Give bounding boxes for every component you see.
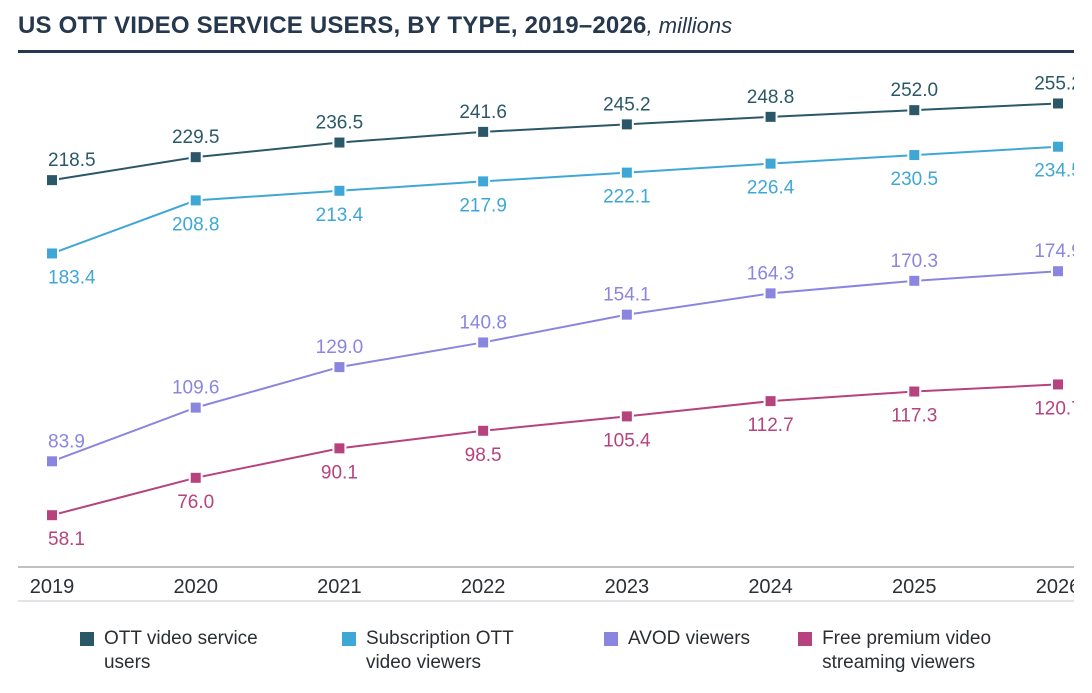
- series-marker-avod: [1052, 265, 1064, 277]
- series-value-label-ott: 236.5: [316, 113, 364, 134]
- line-chart: 2019 2020 2021 2022 2023 2024 2025 2026 218.5 229…: [18, 53, 1074, 613]
- x-tick-label: 2024: [748, 576, 793, 598]
- chart-title-sub: , millions: [647, 13, 733, 38]
- series-value-label-free: 90.1: [321, 462, 358, 483]
- series-marker-free: [908, 386, 920, 398]
- legend-swatch: [342, 632, 356, 646]
- series-marker-sub: [1052, 141, 1064, 153]
- series-marker-ott: [477, 126, 489, 138]
- series-marker-sub: [333, 185, 345, 197]
- series-value-label-ott: 241.6: [459, 102, 507, 123]
- series-marker-avod: [908, 275, 920, 287]
- x-tick-label: 2025: [892, 576, 937, 598]
- legend-item: Free premium video streaming viewers: [798, 627, 1012, 675]
- series-marker-sub: [190, 194, 202, 206]
- legend-swatch: [798, 632, 812, 646]
- series-marker-avod: [477, 336, 489, 348]
- chart-title-bar: US OTT VIDEO SERVICE USERS, BY TYPE, 201…: [18, 12, 1074, 53]
- series-value-label-avod: 129.0: [316, 337, 364, 358]
- series-marker-free: [333, 442, 345, 454]
- series-marker-sub: [46, 247, 58, 259]
- series-marker-sub: [477, 175, 489, 187]
- legend-swatch: [604, 632, 618, 646]
- series-line-avod: [52, 271, 1058, 461]
- series-value-label-free: 58.1: [48, 529, 85, 550]
- series-marker-avod: [765, 287, 777, 299]
- series-marker-free: [765, 395, 777, 407]
- series-marker-free: [477, 425, 489, 437]
- series-marker-ott: [621, 118, 633, 130]
- series-value-label-free: 117.3: [891, 406, 937, 427]
- series-value-label-sub: 230.5: [891, 169, 939, 190]
- legend-item: AVOD viewers: [604, 627, 750, 651]
- series-value-label-avod: 164.3: [747, 263, 795, 284]
- x-tick-label: 2026: [1036, 576, 1074, 598]
- series-value-label-ott: 248.8: [747, 87, 795, 108]
- series-value-label-avod: 83.9: [48, 431, 85, 452]
- series-value-label-free: 98.5: [465, 445, 502, 466]
- legend-item: OTT video service users: [80, 627, 294, 675]
- x-tick-label: 2019: [30, 576, 75, 598]
- series-value-label-avod: 140.8: [459, 312, 507, 333]
- series-value-label-ott: 245.2: [603, 94, 651, 115]
- x-tick-label: 2021: [317, 576, 362, 598]
- series-marker-avod: [190, 402, 202, 414]
- series-marker-avod: [46, 455, 58, 467]
- series-marker-free: [1052, 378, 1064, 390]
- series-marker-avod: [621, 309, 633, 321]
- series-value-label-avod: 174.9: [1034, 241, 1074, 262]
- x-tick-label: 2022: [461, 576, 506, 598]
- series-marker-free: [621, 410, 633, 422]
- series-value-label-ott: 255.2: [1034, 73, 1074, 94]
- legend-label: Subscription OTT video viewers: [366, 627, 556, 675]
- series-value-label-avod: 154.1: [603, 285, 651, 306]
- legend-swatch: [80, 632, 94, 646]
- series-marker-sub: [765, 158, 777, 170]
- series-value-label-avod: 109.6: [172, 378, 220, 399]
- series-value-label-sub: 217.9: [459, 195, 507, 216]
- series-value-label-sub: 183.4: [48, 267, 96, 288]
- series-value-label-sub: 222.1: [603, 187, 651, 208]
- series-value-label-ott: 229.5: [172, 127, 220, 148]
- series-marker-ott: [333, 137, 345, 149]
- series-value-label-free: 105.4: [603, 430, 651, 451]
- legend: OTT video service users Subscription OTT …: [18, 613, 1074, 675]
- series-line-sub: [52, 147, 1058, 254]
- legend-label: Free premium video streaming viewers: [822, 627, 1012, 675]
- series-value-label-free: 76.0: [177, 492, 214, 513]
- series-marker-ott: [1052, 97, 1064, 109]
- series-marker-ott: [765, 111, 777, 123]
- series-marker-sub: [908, 149, 920, 161]
- x-tick-label: 2023: [605, 576, 650, 598]
- series-value-label-ott: 252.0: [891, 80, 939, 101]
- x-tick-label: 2020: [173, 576, 218, 598]
- series-marker-ott: [46, 174, 58, 186]
- chart-title-main: US OTT VIDEO SERVICE USERS, BY TYPE, 201…: [18, 12, 647, 39]
- legend-label: AVOD viewers: [628, 627, 750, 651]
- series-marker-free: [46, 509, 58, 521]
- chart-svg: 2019 2020 2021 2022 2023 2024 2025 2026 218.5 229…: [18, 53, 1074, 613]
- series-marker-ott: [908, 104, 920, 116]
- series-marker-avod: [333, 361, 345, 373]
- series-marker-free: [190, 472, 202, 484]
- series-value-label-free: 112.7: [748, 415, 794, 436]
- series-value-label-free: 120.7: [1034, 398, 1074, 419]
- series-value-label-sub: 226.4: [747, 178, 795, 199]
- series-value-label-sub: 213.4: [316, 205, 364, 226]
- series-marker-sub: [621, 167, 633, 179]
- series-value-label-ott: 218.5: [48, 150, 96, 171]
- legend-label: OTT video service users: [104, 627, 294, 675]
- series-value-label-sub: 208.8: [172, 214, 220, 235]
- series-marker-ott: [190, 151, 202, 163]
- series-value-label-avod: 170.3: [891, 251, 939, 272]
- series-value-label-sub: 234.5: [1034, 161, 1074, 182]
- legend-item: Subscription OTT video viewers: [342, 627, 556, 675]
